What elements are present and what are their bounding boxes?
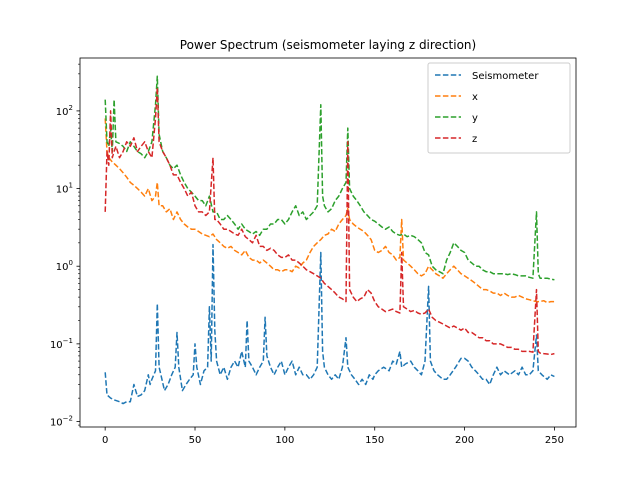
legend-label-y: y	[472, 113, 478, 124]
legend-label-x: x	[472, 92, 478, 103]
series-line-x	[104, 118, 555, 304]
y-tick-label: 100	[56, 259, 73, 273]
legend: Seismometer xyz	[427, 62, 571, 154]
y-tick-label: 102	[56, 104, 73, 118]
plot-area	[104, 75, 555, 405]
y-tick-label: 10−1	[50, 337, 73, 351]
axes-frame	[79, 57, 577, 428]
x-tick-label: 250	[545, 435, 564, 446]
x-tick-label: 50	[189, 435, 202, 446]
series-line-seismometer	[104, 243, 555, 405]
x-tick-label: 0	[102, 435, 108, 446]
legend-label-z: z	[472, 134, 477, 145]
y-tick-label: 101	[56, 182, 73, 196]
x-tick-label: 100	[275, 435, 294, 446]
y-tick-label: 10−2	[50, 415, 73, 429]
legend-label-seismometer: Seismometer	[472, 71, 539, 82]
legend-box	[427, 62, 571, 154]
axes: 0 50 100 150 200 250 10−2 10−1 100 101 102	[50, 57, 577, 446]
series-line-z	[104, 86, 555, 356]
chart-title: Power Spectrum (seismometer laying z dir…	[180, 38, 476, 52]
x-tick-label: 150	[365, 435, 384, 446]
series-line-y	[104, 75, 555, 281]
x-tick-label: 200	[455, 435, 474, 446]
